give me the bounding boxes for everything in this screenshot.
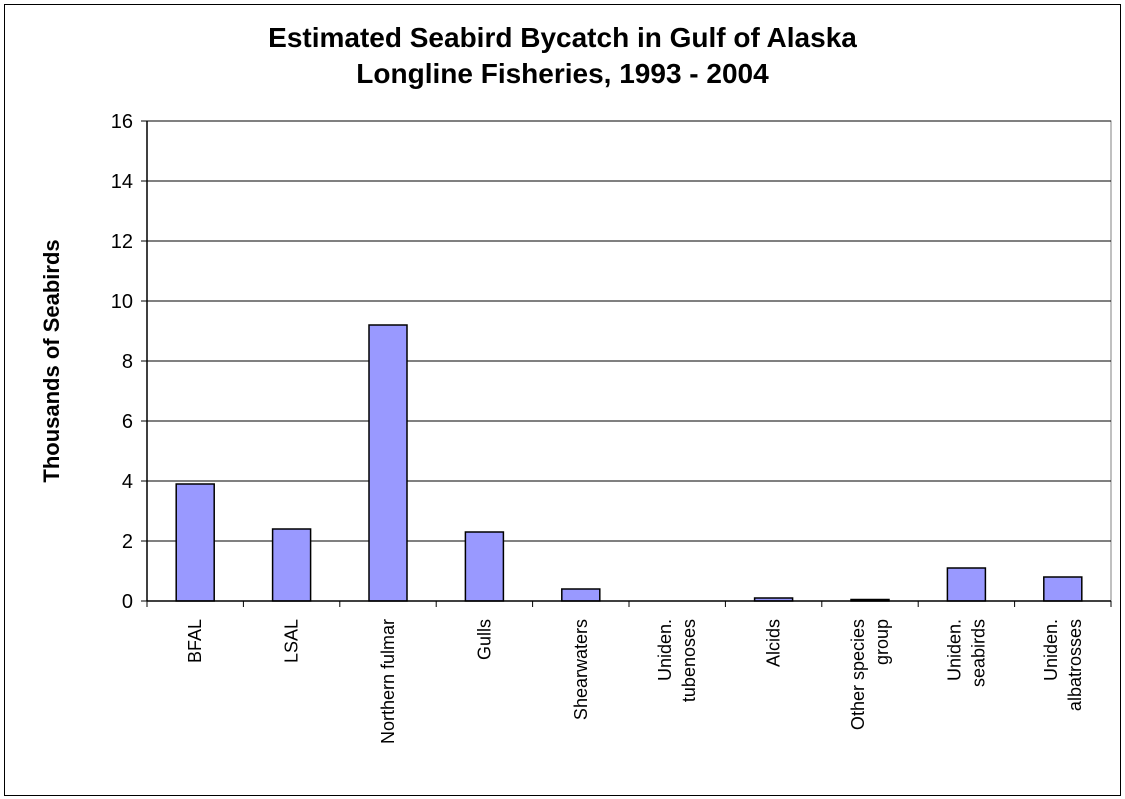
x-tick-label: Other species bbox=[848, 619, 868, 730]
x-tick-label: BFAL bbox=[185, 619, 205, 663]
bar bbox=[464, 531, 505, 602]
y-tick-label: 12 bbox=[111, 231, 133, 253]
axes bbox=[141, 120, 1112, 607]
chart-title-line-1: Estimated Seabird Bycatch in Gulf of Ala… bbox=[268, 22, 857, 53]
x-tick-label: Alcids bbox=[764, 619, 784, 667]
tick-labels: 0 2 4 6 8 10 12 14 16 BFAL LSAL Northern fulmar Gull… bbox=[111, 111, 1085, 744]
bar bbox=[175, 483, 215, 602]
y-tick-label: 14 bbox=[111, 171, 133, 193]
y-tick-label: 6 bbox=[122, 411, 133, 433]
x-tick-label: tubenoses bbox=[679, 619, 699, 702]
x-tick-label: Gulls bbox=[474, 619, 494, 660]
chart-frame bbox=[4, 4, 1121, 796]
x-tick-label: Uniden. bbox=[944, 619, 964, 681]
x-tick-label: Uniden. bbox=[1041, 619, 1061, 681]
y-tick-label: 4 bbox=[122, 471, 133, 493]
y-tick-label: 8 bbox=[122, 351, 133, 373]
x-tick-label: Northern fulmar bbox=[378, 619, 398, 744]
bar bbox=[561, 588, 601, 602]
x-tick-label: group bbox=[872, 619, 892, 665]
y-tick-label: 0 bbox=[122, 591, 133, 613]
gridlines bbox=[146, 120, 1112, 602]
x-tick-label: seabirds bbox=[968, 619, 988, 687]
bar bbox=[368, 324, 408, 602]
bar bbox=[271, 528, 312, 602]
bar bbox=[946, 567, 987, 602]
bars bbox=[175, 324, 1083, 602]
y-tick-label: 2 bbox=[122, 531, 133, 553]
y-tick-label: 16 bbox=[111, 111, 133, 133]
x-tick-label: Uniden. bbox=[655, 619, 675, 681]
x-tick-label: albatrosses bbox=[1065, 619, 1085, 711]
chart-title-line-2: Longline Fisheries, 1993 - 2004 bbox=[356, 58, 769, 89]
bar bbox=[1043, 576, 1083, 602]
x-tick-label: LSAL bbox=[282, 619, 302, 663]
chart-title: Estimated Seabird Bycatch in Gulf of Ala… bbox=[0, 20, 1125, 92]
y-axis-label: Thousands of Seabirds bbox=[39, 239, 64, 482]
x-tick-label: Shearwaters bbox=[571, 619, 591, 720]
y-tick-label: 10 bbox=[111, 291, 133, 313]
